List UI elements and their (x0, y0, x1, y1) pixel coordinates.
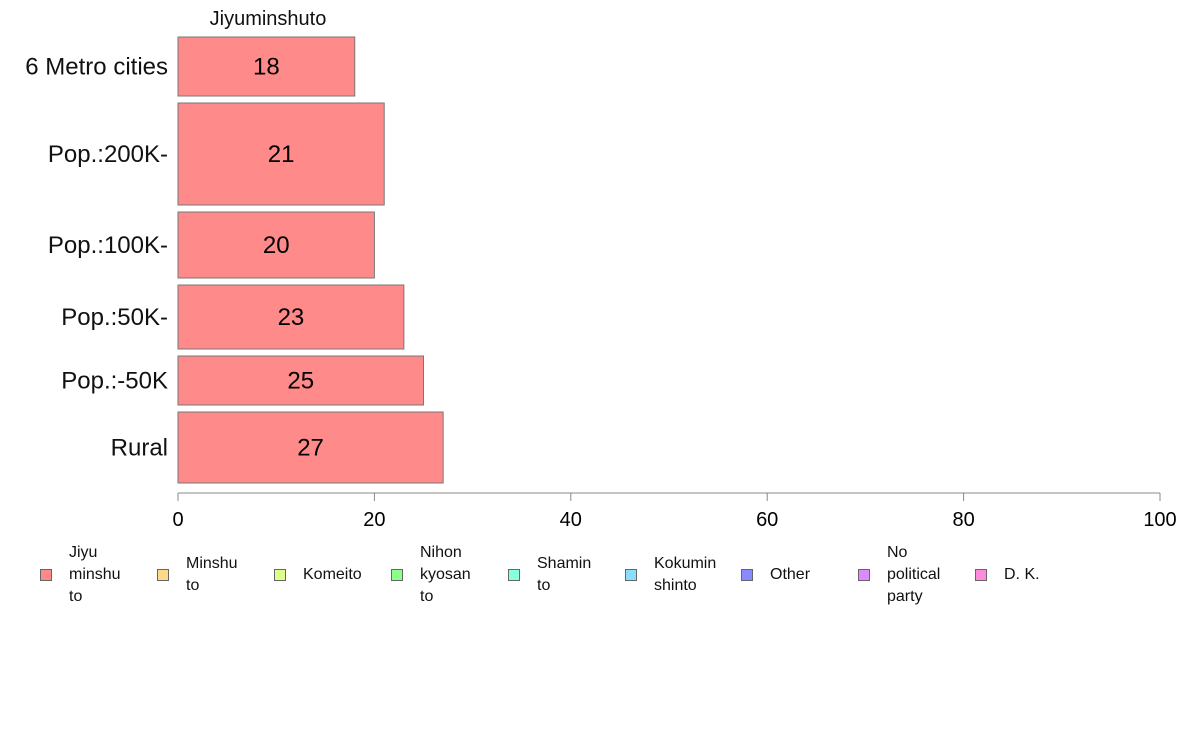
legend-item: Kokumin shinto (625, 540, 724, 610)
bar-chart: Jiyuminshuto 6 Metro cities 18 Pop.:200K- 2… (25, 8, 1177, 531)
x-tick-label: 40 (560, 509, 582, 531)
legend-swatch (40, 569, 52, 581)
x-axis: 0 20 40 60 80 100 (172, 492, 1177, 531)
bar (177, 102, 385, 206)
legend-label: Other (770, 566, 811, 583)
category-label: Pop.:-50K (61, 368, 168, 395)
legend-swatch (975, 569, 987, 581)
bar (177, 36, 356, 97)
legend-label: Kokumin shinto (654, 555, 717, 594)
data-label: 25 (287, 368, 314, 395)
data-label: 21 (268, 141, 295, 168)
category-label: Pop.:200K- (48, 141, 168, 168)
legend-item: Other (741, 540, 840, 610)
legend-label: Nihon kyosan to (420, 544, 471, 605)
legend-item: No political party (858, 540, 957, 610)
category-label: 6 Metro cities (25, 54, 168, 81)
legend-swatch (741, 569, 753, 581)
legend-swatch (858, 569, 870, 581)
legend-item: Komeito (274, 540, 373, 610)
category-label: Pop.:100K- (48, 232, 168, 259)
category-label: Pop.:50K- (61, 304, 168, 331)
bar (177, 284, 405, 350)
legend-swatch (508, 569, 520, 581)
data-label: 18 (253, 54, 280, 81)
x-tick-label: 20 (363, 509, 385, 531)
legend-label: Shamin to (537, 555, 592, 594)
bar (177, 355, 424, 406)
legend: Jiyu minshu to Minshu to Komeito Nihon kyos… (0, 540, 1188, 620)
legend-label: Jiyu minshu to (69, 544, 121, 605)
legend-item: Nihon kyosan to (391, 540, 490, 610)
legend-label: D. K. (1004, 566, 1040, 583)
legend-item: Minshu to (157, 540, 256, 610)
legend-label: Minshu to (186, 555, 238, 594)
x-tick-label: 100 (1143, 509, 1176, 531)
series-title: Jiyuminshuto (210, 8, 327, 30)
legend-swatch (391, 569, 403, 581)
bar (177, 211, 375, 279)
data-label: 20 (263, 232, 290, 259)
data-label: 23 (278, 304, 305, 331)
data-label: 27 (297, 435, 324, 462)
x-tick-label: 80 (952, 509, 974, 531)
legend-label: No political party (887, 544, 941, 605)
x-tick-label: 60 (756, 509, 778, 531)
legend-item: D. K. (975, 540, 1074, 610)
legend-item: Jiyu minshu to (40, 540, 139, 610)
category-label: Rural (111, 435, 168, 462)
legend-swatch (625, 569, 637, 581)
bars-group: 6 Metro cities 18 Pop.:200K- 21 Pop.:100K- 20… (25, 36, 444, 484)
legend-label: Komeito (303, 566, 362, 583)
x-tick-label: 0 (172, 509, 183, 531)
legend-swatch (274, 569, 286, 581)
bar (177, 411, 444, 484)
legend-item: Shamin to (508, 540, 607, 610)
legend-swatch (157, 569, 169, 581)
